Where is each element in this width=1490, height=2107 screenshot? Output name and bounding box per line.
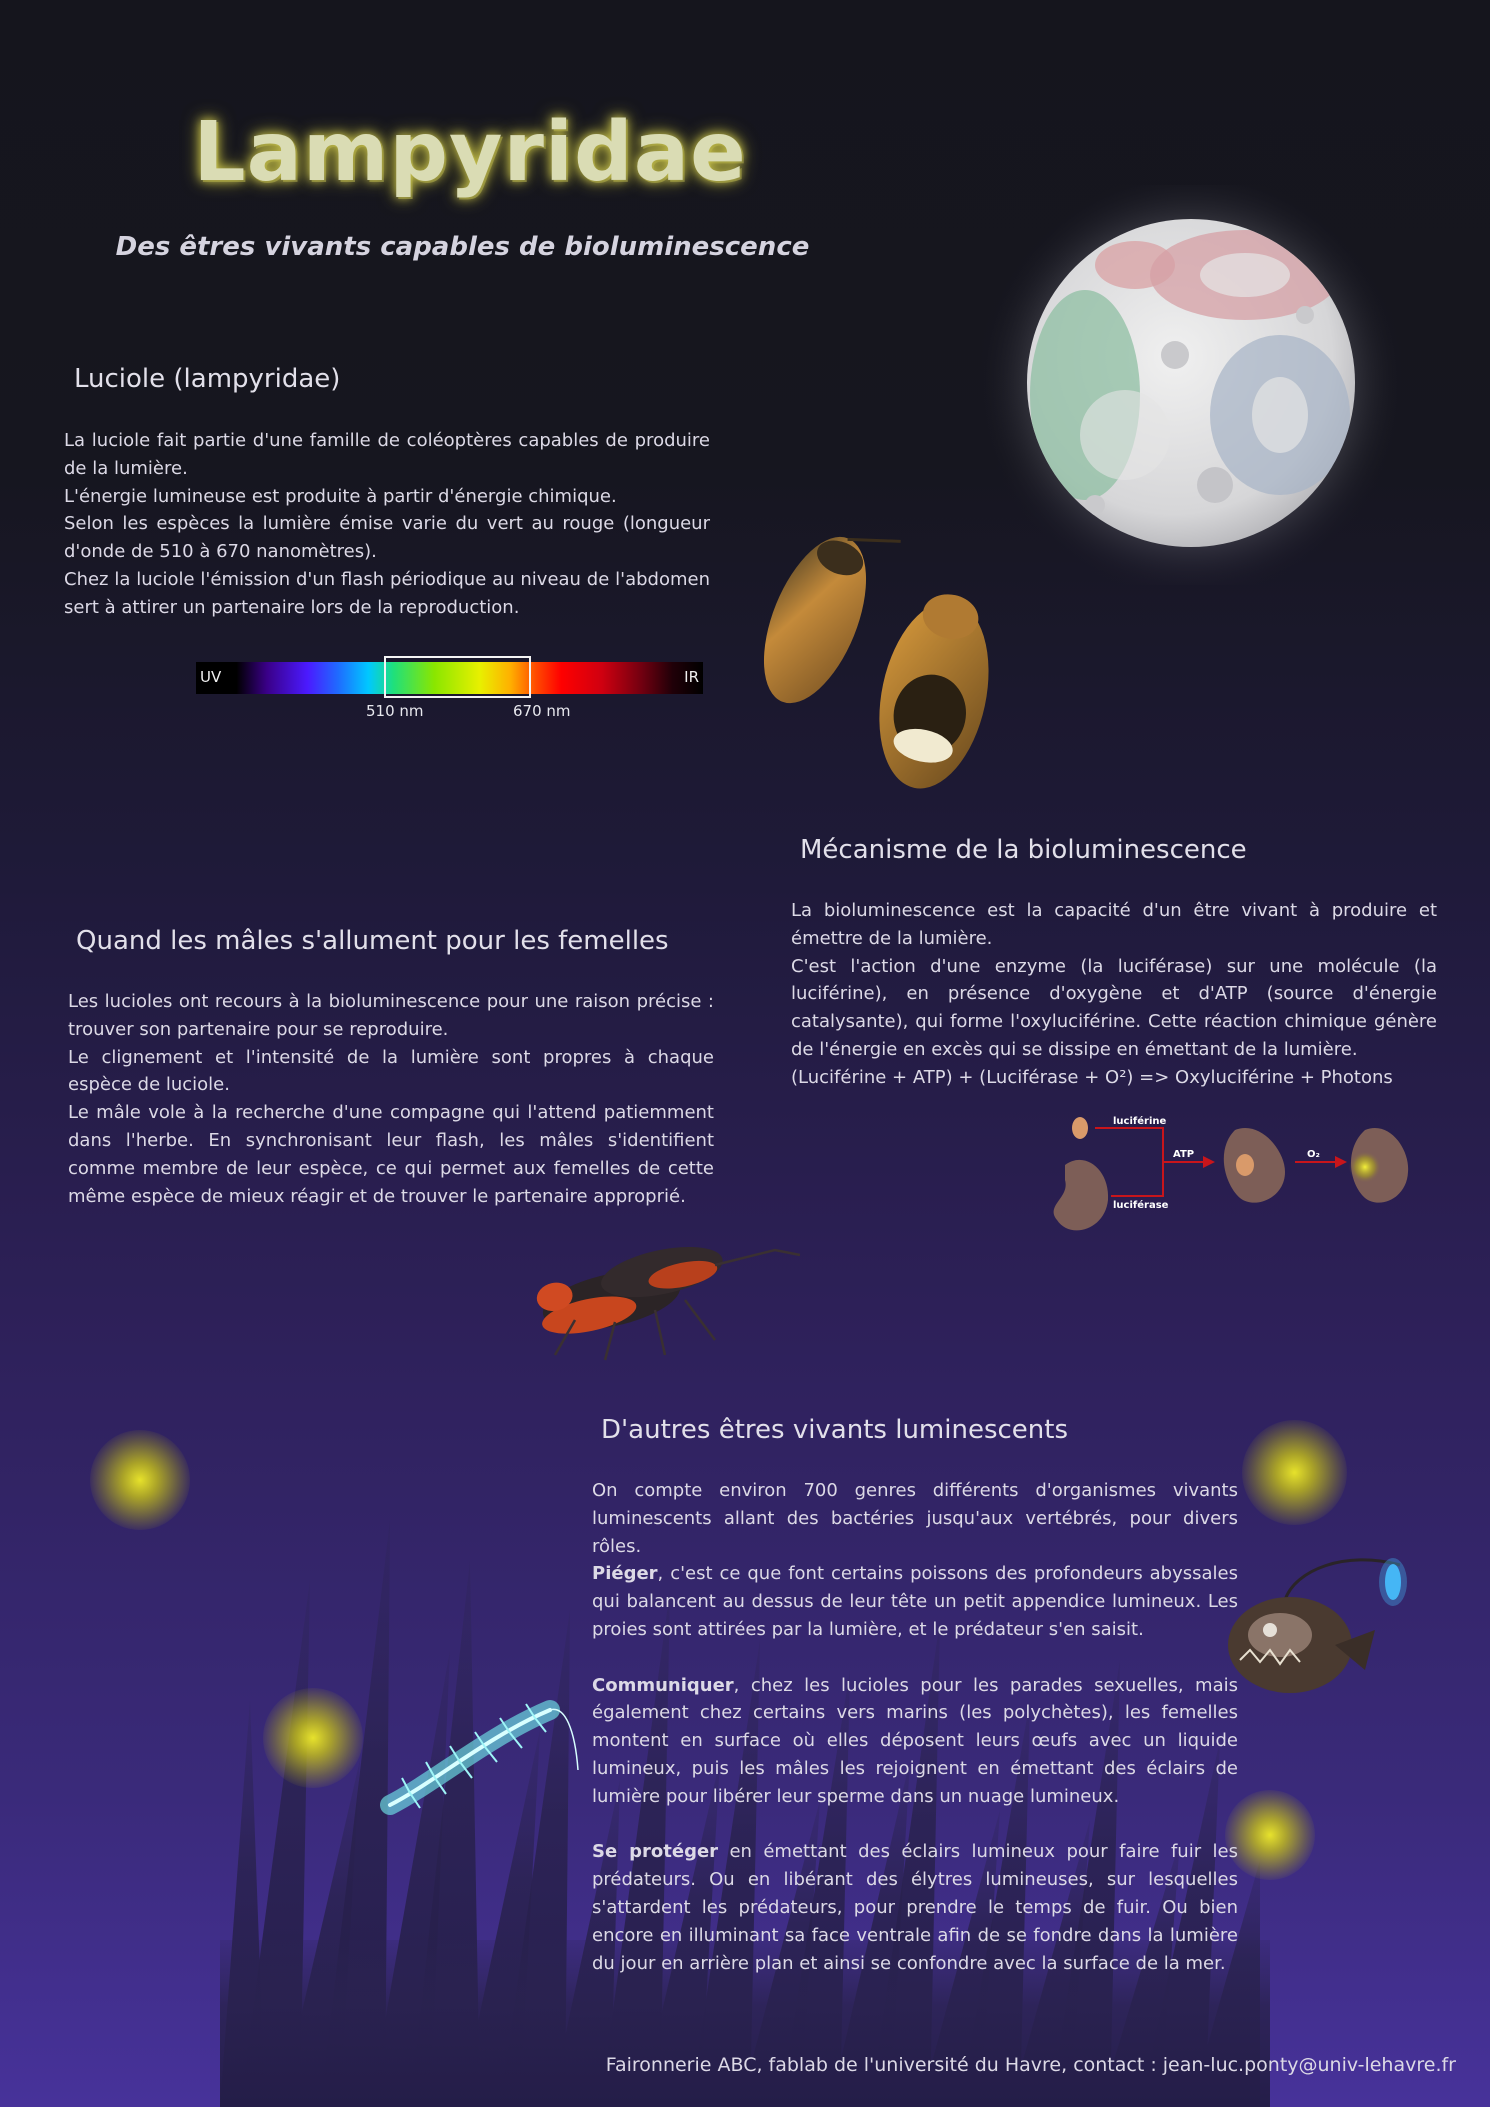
firefly-glow bbox=[1242, 1420, 1347, 1525]
autres-communiquer: Communiquer, chez les lucioles pour les … bbox=[592, 1672, 1238, 1811]
males-line: Le mâle vole à la recherche d'une compag… bbox=[68, 1102, 714, 1207]
proteger-text: en émettant des éclairs lumineux pour fa… bbox=[592, 1841, 1238, 1974]
moon-illustration bbox=[976, 185, 1406, 585]
section-autres-heading: D'autres êtres vivants luminescents bbox=[601, 1415, 1069, 1445]
males-line: Le clignement et l'intensité de la lumiè… bbox=[68, 1046, 714, 1096]
page-title: Lampyridae bbox=[193, 105, 747, 200]
communiquer-term: Communiquer bbox=[592, 1674, 734, 1696]
autres-intro: On compte environ 700 genres différents … bbox=[592, 1480, 1238, 1557]
grass-illustration bbox=[220, 1520, 1270, 2107]
mecanisme-line: La bioluminescence est la capacité d'un … bbox=[791, 900, 1437, 949]
firefly-glow bbox=[263, 1688, 363, 1788]
anglerfish-illustration bbox=[1228, 1558, 1407, 1693]
o2-label: O₂ bbox=[1307, 1149, 1320, 1160]
males-line: Les lucioles ont recours à la biolumines… bbox=[68, 991, 714, 1040]
section-autres-text: On compte environ 700 genres différents … bbox=[592, 1477, 1238, 1977]
luciferin-shape bbox=[1072, 1117, 1088, 1139]
proteger-term: Se protéger bbox=[592, 1841, 719, 1863]
section-males-text: Les lucioles ont recours à la biolumines… bbox=[68, 988, 714, 1210]
pieger-text: , c'est ce que font certains poissons de… bbox=[592, 1563, 1238, 1640]
section-males-heading: Quand les mâles s'allument pour les feme… bbox=[76, 926, 669, 956]
reaction-diagram: luciférine luciférase ATP O₂ bbox=[1053, 1115, 1409, 1231]
mating-beetles-illustration bbox=[536, 1246, 801, 1361]
firefly-glow bbox=[1225, 1790, 1315, 1880]
section-mecanisme-text: La bioluminescence est la capacité d'un … bbox=[791, 897, 1437, 1092]
luciole-line: La luciole fait partie d'une famille de … bbox=[64, 430, 710, 479]
luciferase-label: luciférase bbox=[1113, 1199, 1169, 1211]
pieger-term: Piéger bbox=[592, 1563, 658, 1585]
mecanisme-line: (Luciférine + ATP) + (Luciférase + O²) =… bbox=[791, 1066, 1393, 1088]
autres-proteger: Se protéger en émettant des éclairs lumi… bbox=[592, 1838, 1238, 1977]
section-mecanisme-heading: Mécanisme de la bioluminescence bbox=[800, 835, 1247, 865]
luciole-line: Selon les espèces la lumière émise varie… bbox=[64, 513, 710, 563]
section-luciole-text: La luciole fait partie d'une famille de … bbox=[64, 427, 710, 622]
autres-pieger: Piéger, c'est ce que font certains poiss… bbox=[592, 1560, 1238, 1643]
section-luciole-heading: Luciole (lampyridae) bbox=[74, 364, 341, 394]
footer-contact: Faironnerie ABC, fablab de l'université … bbox=[605, 2054, 1456, 2076]
luciole-line: Chez la luciole l'émission d'un flash pé… bbox=[64, 568, 710, 618]
spectrum-uv-label: UV bbox=[200, 668, 222, 686]
photon-glow bbox=[1349, 1151, 1381, 1183]
mecanisme-line: C'est l'action d'une enzyme (la luciféra… bbox=[791, 955, 1437, 1060]
light-spectrum-bar: UV IR bbox=[196, 656, 703, 698]
luciferin-label: luciférine bbox=[1113, 1115, 1167, 1127]
luciferase-shape bbox=[1053, 1159, 1109, 1231]
communiquer-text: , chez les lucioles pour les parades sex… bbox=[592, 1674, 1238, 1807]
spectrum-low-label: 510 nm bbox=[366, 702, 424, 720]
glowing-worm-illustration bbox=[380, 1700, 579, 1815]
visible-range-window bbox=[384, 656, 531, 698]
fireflies-illustration bbox=[763, 536, 989, 789]
firefly-glow bbox=[90, 1430, 190, 1530]
spectrum-ir-label: IR bbox=[684, 668, 699, 686]
atp-label: ATP bbox=[1173, 1149, 1194, 1160]
luciole-line: L'énergie lumineuse est produite à parti… bbox=[64, 485, 617, 507]
spectrum-high-label: 670 nm bbox=[513, 702, 571, 720]
page-subtitle: Des êtres vivants capables de biolumines… bbox=[115, 232, 810, 262]
